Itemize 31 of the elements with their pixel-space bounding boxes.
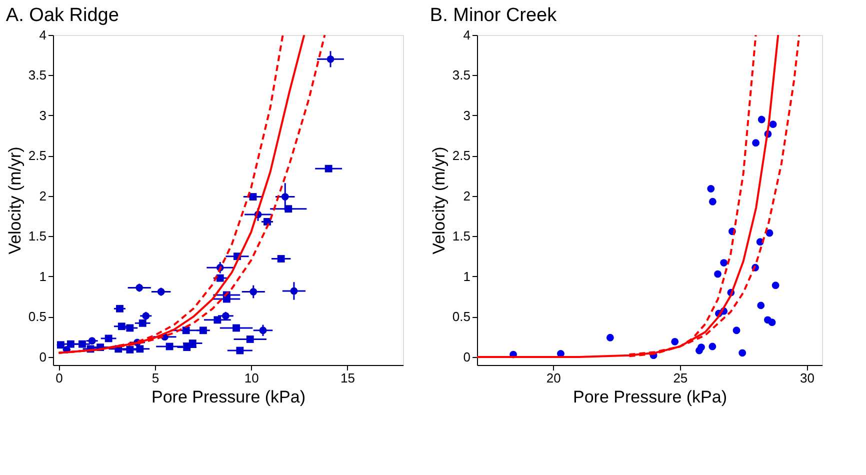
y-tick-label: 2 <box>39 188 46 204</box>
y-tick-label: 3 <box>463 108 470 123</box>
y-tick-label: 4 <box>39 28 46 42</box>
y-tick-label: 1 <box>463 268 470 284</box>
x-tick-label: 30 <box>800 370 815 386</box>
y-tick-label: 2.5 <box>28 148 46 164</box>
y-tick-label: 2 <box>463 188 470 204</box>
y-tick-label: 2.5 <box>452 148 470 164</box>
x-tick-label: 25 <box>673 370 688 386</box>
y-tick-label: 0.5 <box>28 309 46 324</box>
x-axis-title: Pore Pressure (kPa) <box>573 388 727 406</box>
x-tick-label: 5 <box>152 370 160 386</box>
x-tick-label: 0 <box>56 370 63 386</box>
chart-title: A. Oak Ridge <box>6 5 119 26</box>
y-tick-label: 3 <box>39 108 46 123</box>
y-tick-label: 1.5 <box>452 228 470 244</box>
y-axis-title: Velocity (m/yr) <box>429 146 448 254</box>
y-tick-label: 1 <box>39 268 46 284</box>
y-tick-label: 4 <box>463 28 470 42</box>
x-tick-label: 15 <box>340 370 355 386</box>
chart-title: B. Minor Creek <box>430 5 558 26</box>
x-axis-title: Pore Pressure (kPa) <box>152 388 306 406</box>
y-tick-label: 3.5 <box>452 68 470 83</box>
y-tick-label: 0 <box>463 349 470 364</box>
y-tick-label: 3.5 <box>28 68 46 83</box>
y-tick-label: 0 <box>39 349 46 364</box>
y-tick-label: 1.5 <box>28 228 46 244</box>
y-tick-label: 0.5 <box>452 309 470 324</box>
y-axis-title: Velocity (m/yr) <box>5 146 24 254</box>
x-tick-label: 20 <box>546 370 561 386</box>
x-tick-label: 10 <box>244 370 259 386</box>
